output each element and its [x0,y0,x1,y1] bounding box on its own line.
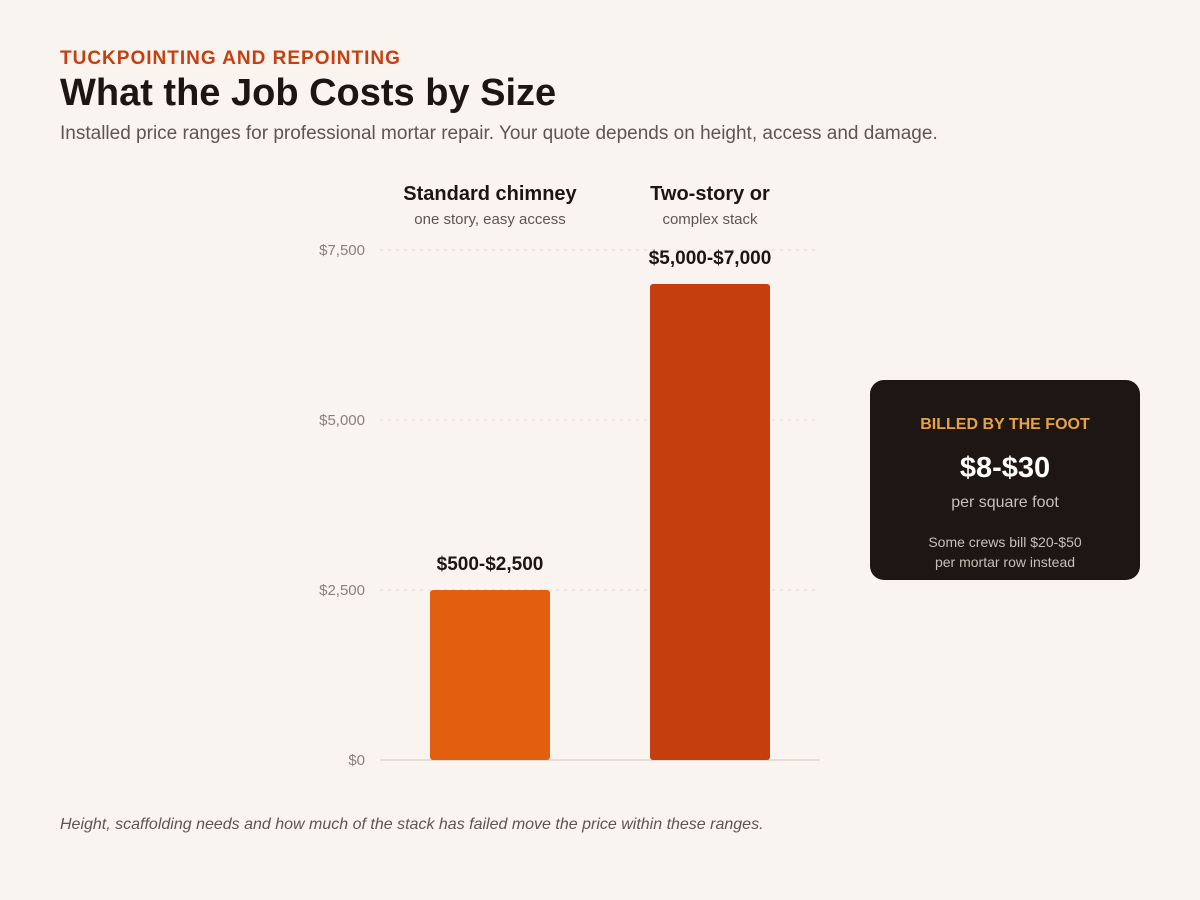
page-subtitle: Installed price ranges for professional … [60,123,938,144]
category-label: Two-story or [650,183,770,205]
y-tick-label: $7,500 [319,242,365,259]
callout-note-line-2: per mortar row instead [934,554,1076,570]
category-sublabel: complex stack [662,211,758,228]
callout-note-line-1: Some crews bill $20-$50 [928,534,1082,550]
footnote: Height, scaffolding needs and how much o… [60,816,764,833]
bar [650,284,770,760]
callout-unit: per square foot [951,494,1059,511]
category-sublabel: one story, easy access [414,211,565,228]
y-tick-label: $0 [348,752,365,769]
bar [430,590,550,760]
y-tick-label: $2,500 [319,582,365,599]
data-label: $5,000-$7,000 [649,248,772,269]
per-foot-callout: BILLED BY THE FOOT $8-$30 per square foo… [870,380,1140,580]
eyebrow: TUCKPOINTING AND REPOINTING [60,48,401,69]
callout-value: $8-$30 [959,452,1051,484]
callout-eyebrow: BILLED BY THE FOOT [920,416,1090,433]
category-label: Standard chimney [403,183,577,205]
data-label: $500-$2,500 [437,554,544,575]
y-tick-label: $5,000 [319,412,365,429]
callout-note: Some crews bill $20-$50 per mortar row i… [890,532,1120,572]
page-title: What the Job Costs by Size [60,72,557,114]
